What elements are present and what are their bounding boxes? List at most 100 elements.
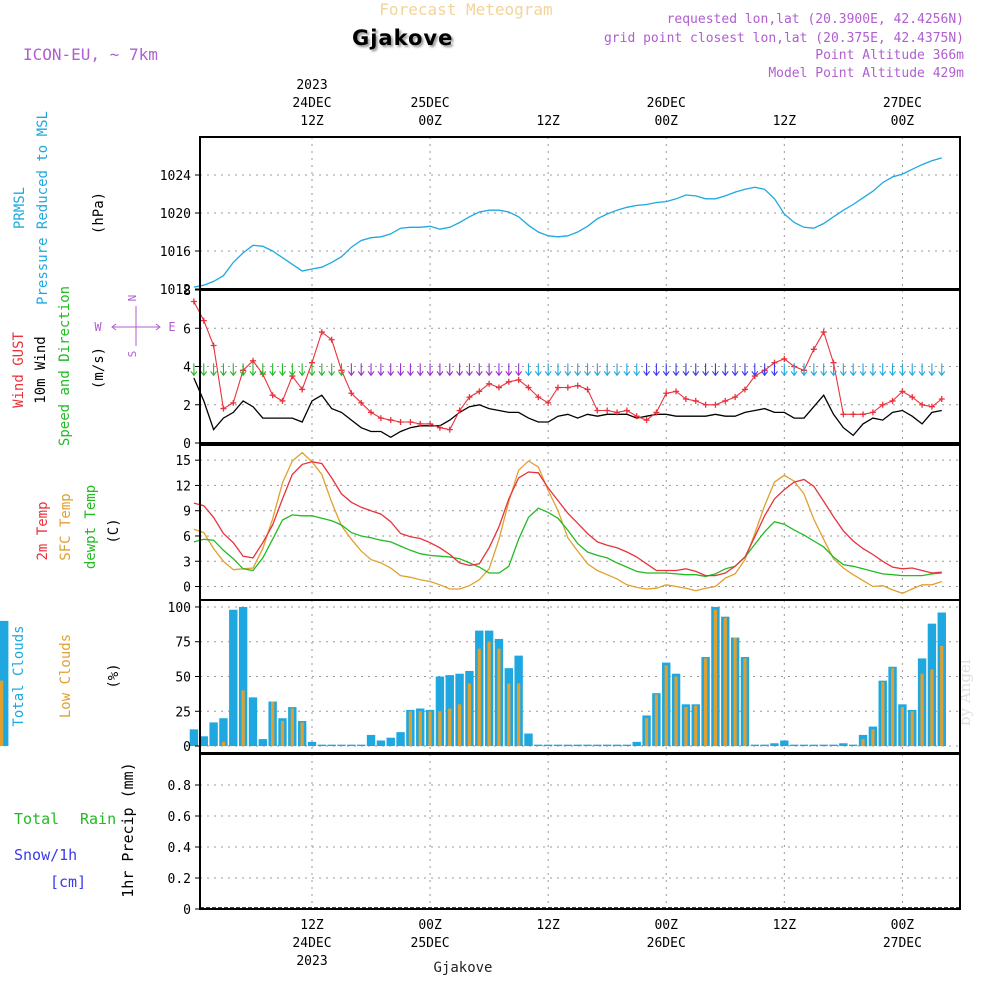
bar-low-clouds bbox=[684, 707, 688, 747]
footer-station: Gjakove bbox=[433, 960, 492, 976]
bar-total-clouds bbox=[819, 744, 828, 747]
gust-marker bbox=[495, 384, 502, 391]
wind-direction-arrow bbox=[761, 363, 769, 377]
gust-marker bbox=[427, 420, 434, 427]
gust-marker bbox=[810, 346, 817, 353]
time-axis-label: 25DEC bbox=[411, 936, 450, 951]
time-axis-label: 26DEC bbox=[647, 96, 686, 111]
time-axis-label: 2023 bbox=[296, 954, 327, 969]
gust-marker bbox=[879, 401, 886, 408]
ytick-label-clouds: 50 bbox=[175, 671, 191, 686]
bar-low-clouds bbox=[221, 741, 226, 747]
gust-marker bbox=[299, 386, 306, 393]
series-line-dewpt-temp bbox=[193, 507, 942, 578]
label-dewpt-temp: dewpt Temp bbox=[83, 485, 99, 569]
bar-low-clouds bbox=[871, 729, 875, 747]
wind-direction-arrow bbox=[249, 363, 257, 377]
wind-direction-arrow bbox=[702, 363, 710, 377]
wind-direction-arrow bbox=[928, 363, 936, 377]
compass-w: W bbox=[94, 320, 102, 334]
wind-direction-arrow bbox=[554, 363, 562, 377]
label-10m-wind: 10m Wind bbox=[33, 336, 49, 403]
wind-direction-arrow bbox=[495, 363, 503, 377]
label-wind-unit: (m/s) bbox=[91, 347, 107, 389]
gust-marker bbox=[860, 411, 867, 418]
compass-rose: W E N S bbox=[94, 295, 175, 358]
gust-marker bbox=[358, 399, 365, 406]
bar-total-clouds bbox=[809, 744, 819, 747]
wind-direction-arrow bbox=[564, 363, 572, 377]
ytick-label-wind: 8 bbox=[183, 284, 191, 299]
wind-direction-arrow bbox=[328, 363, 336, 377]
gust-marker bbox=[722, 397, 729, 404]
wind-direction-arrow bbox=[288, 363, 296, 377]
label-pressure-unit: (hPa) bbox=[91, 192, 107, 234]
gust-marker bbox=[535, 394, 542, 401]
bar-total-clouds bbox=[238, 606, 248, 747]
gust-marker bbox=[407, 418, 414, 425]
bar-total-clouds bbox=[563, 744, 573, 747]
time-axis-label: 00Z bbox=[418, 114, 442, 129]
gust-marker bbox=[397, 418, 404, 425]
time-axis-label: 24DEC bbox=[292, 96, 331, 111]
wind-direction-arrow bbox=[534, 363, 542, 377]
wind-direction-arrow bbox=[712, 363, 719, 377]
label-wind-gust: Wind GUST bbox=[11, 332, 27, 408]
gust-marker bbox=[230, 399, 237, 406]
ytick-label-temp: 6 bbox=[183, 530, 191, 545]
wind-direction-arrow bbox=[475, 363, 483, 377]
bar-total-clouds bbox=[199, 736, 208, 747]
time-axis-label: 12Z bbox=[300, 114, 324, 129]
wind-direction-arrow bbox=[682, 363, 690, 377]
gust-marker bbox=[614, 409, 621, 416]
bar-total-clouds bbox=[829, 744, 838, 747]
bar-total-clouds bbox=[534, 744, 543, 747]
station-title: Gjakove bbox=[352, 26, 454, 50]
bar-total-clouds bbox=[583, 744, 592, 747]
wind-direction-arrow bbox=[830, 363, 837, 377]
bar-low-clouds bbox=[280, 721, 285, 747]
time-axis-label: 00Z bbox=[654, 114, 678, 129]
wind-direction-arrow bbox=[603, 363, 611, 377]
gust-marker bbox=[712, 401, 719, 408]
gust-marker bbox=[840, 411, 847, 418]
model-altitude: Model Point Altitude 429m bbox=[768, 66, 964, 81]
gust-marker bbox=[328, 336, 335, 343]
wind-direction-arrow bbox=[633, 363, 641, 377]
gust-marker bbox=[417, 420, 424, 427]
bar-total-clouds bbox=[396, 732, 405, 747]
bar-low-clouds bbox=[507, 683, 511, 747]
bar-low-clouds bbox=[290, 708, 294, 747]
wind-direction-arrow bbox=[426, 363, 434, 377]
bar-low-clouds bbox=[477, 648, 481, 747]
wind-direction-arrow bbox=[800, 363, 808, 377]
time-axis-label: 26DEC bbox=[647, 936, 686, 951]
gust-marker bbox=[377, 415, 384, 422]
wind-direction-arrow bbox=[839, 363, 847, 377]
bar-low-clouds bbox=[487, 641, 491, 747]
bar-total-clouds bbox=[386, 737, 395, 747]
gust-marker bbox=[919, 401, 926, 408]
wind-direction-arrow bbox=[416, 363, 424, 377]
wind-direction-arrow bbox=[741, 363, 749, 377]
wind-direction-arrow bbox=[613, 363, 621, 377]
bar-total-clouds bbox=[603, 744, 612, 747]
bar-low-clouds bbox=[694, 705, 698, 747]
wind-direction-arrow bbox=[338, 363, 345, 377]
gust-marker bbox=[633, 413, 640, 420]
time-axis-label: 2023 bbox=[296, 78, 327, 93]
wind-direction-arrow bbox=[239, 363, 247, 377]
bar-low-clouds bbox=[418, 711, 422, 747]
bar-low-clouds bbox=[930, 669, 934, 747]
wind-direction-arrow bbox=[436, 363, 444, 377]
wind-direction-arrow bbox=[879, 363, 887, 377]
gust-marker bbox=[594, 407, 601, 414]
gust-marker bbox=[643, 417, 650, 424]
label-total-clouds: Total Clouds bbox=[11, 625, 27, 726]
ytick-label-pressure: 1020 bbox=[160, 207, 191, 222]
wind-direction-arrow bbox=[869, 363, 877, 377]
bar-total-clouds bbox=[524, 733, 533, 747]
gust-marker bbox=[486, 380, 493, 387]
ytick-label-clouds: 25 bbox=[175, 705, 191, 720]
time-axis-label: 25DEC bbox=[411, 96, 450, 111]
